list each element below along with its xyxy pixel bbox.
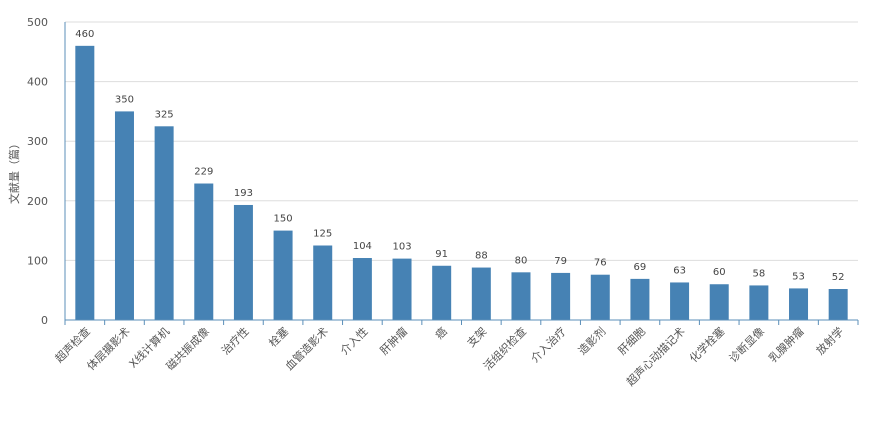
bar	[432, 265, 452, 320]
bar	[551, 272, 571, 320]
x-tick-label: 活组织检查	[480, 324, 529, 373]
bar	[75, 45, 95, 321]
bar	[789, 288, 809, 320]
bar	[352, 258, 372, 320]
x-tick-label: 放射学	[813, 324, 846, 357]
data-label: 69	[634, 262, 647, 273]
x-tick-label: 治疗性	[218, 324, 251, 357]
bar	[828, 289, 848, 320]
y-tick-label: 100	[27, 254, 48, 267]
x-tick-label: 介入治疗	[528, 324, 569, 365]
bar	[392, 258, 412, 320]
bar	[313, 245, 333, 320]
x-tick-label: 支架	[465, 325, 490, 350]
x-tick-label: 乳腺肿瘤	[766, 324, 807, 365]
y-axis-label: 文献量（篇）	[7, 138, 21, 204]
x-tick-label: 造影剂	[575, 324, 608, 357]
y-tick-label: 0	[41, 314, 48, 327]
data-label: 79	[554, 256, 567, 267]
x-tick-label: 化学栓塞	[686, 324, 727, 365]
data-label: 80	[515, 255, 528, 266]
y-tick-label: 500	[27, 16, 48, 29]
bar	[511, 272, 531, 320]
bar	[709, 284, 729, 320]
data-label: 58	[753, 268, 766, 279]
x-tick-label: 介入性	[337, 324, 370, 357]
data-label: 125	[313, 229, 332, 240]
data-label: 150	[274, 214, 293, 225]
bar	[670, 282, 690, 320]
bar	[114, 111, 134, 321]
x-tick-label: 肝肿瘤	[377, 324, 410, 357]
y-tick-label: 400	[27, 76, 48, 89]
data-label: 350	[115, 94, 134, 105]
bar	[590, 274, 610, 320]
bar	[273, 230, 293, 320]
data-label: 103	[392, 242, 411, 253]
x-tick-label: 栓塞	[266, 324, 291, 349]
bar	[154, 126, 174, 320]
x-tick-label: 癌	[432, 324, 450, 342]
x-tick-label: 磁共振成像	[163, 324, 212, 373]
x-tick-label: 肝细胞	[616, 325, 649, 358]
y-tick-label: 200	[27, 195, 48, 208]
data-label: 104	[353, 241, 372, 252]
data-label: 88	[475, 251, 488, 262]
x-tick-label: 体层摄影术	[84, 324, 133, 373]
data-label: 53	[792, 271, 805, 282]
bar	[749, 285, 769, 320]
data-label: 229	[194, 167, 213, 178]
data-label: 52	[832, 272, 845, 283]
bars-layer: 460 350 325 229 193 150 125 104 103 91 88 80 79 76 69 6…	[75, 29, 848, 321]
x-tick-label: 超声检查	[52, 324, 93, 365]
bar	[471, 267, 491, 320]
data-label: 193	[234, 188, 253, 199]
x-tick-label: 诊断显像	[726, 324, 767, 365]
data-label: 60	[713, 267, 726, 278]
bar	[630, 278, 650, 320]
data-label: 325	[155, 109, 174, 120]
x-tick-label: 血管造影术	[282, 324, 331, 373]
data-label: 91	[435, 249, 448, 260]
data-label: 63	[673, 265, 686, 276]
y-tick-label: 300	[27, 135, 48, 148]
bar	[194, 183, 214, 320]
data-label: 460	[75, 29, 94, 40]
data-label: 76	[594, 258, 607, 269]
grid-layer	[65, 21, 858, 261]
bar	[233, 204, 253, 320]
